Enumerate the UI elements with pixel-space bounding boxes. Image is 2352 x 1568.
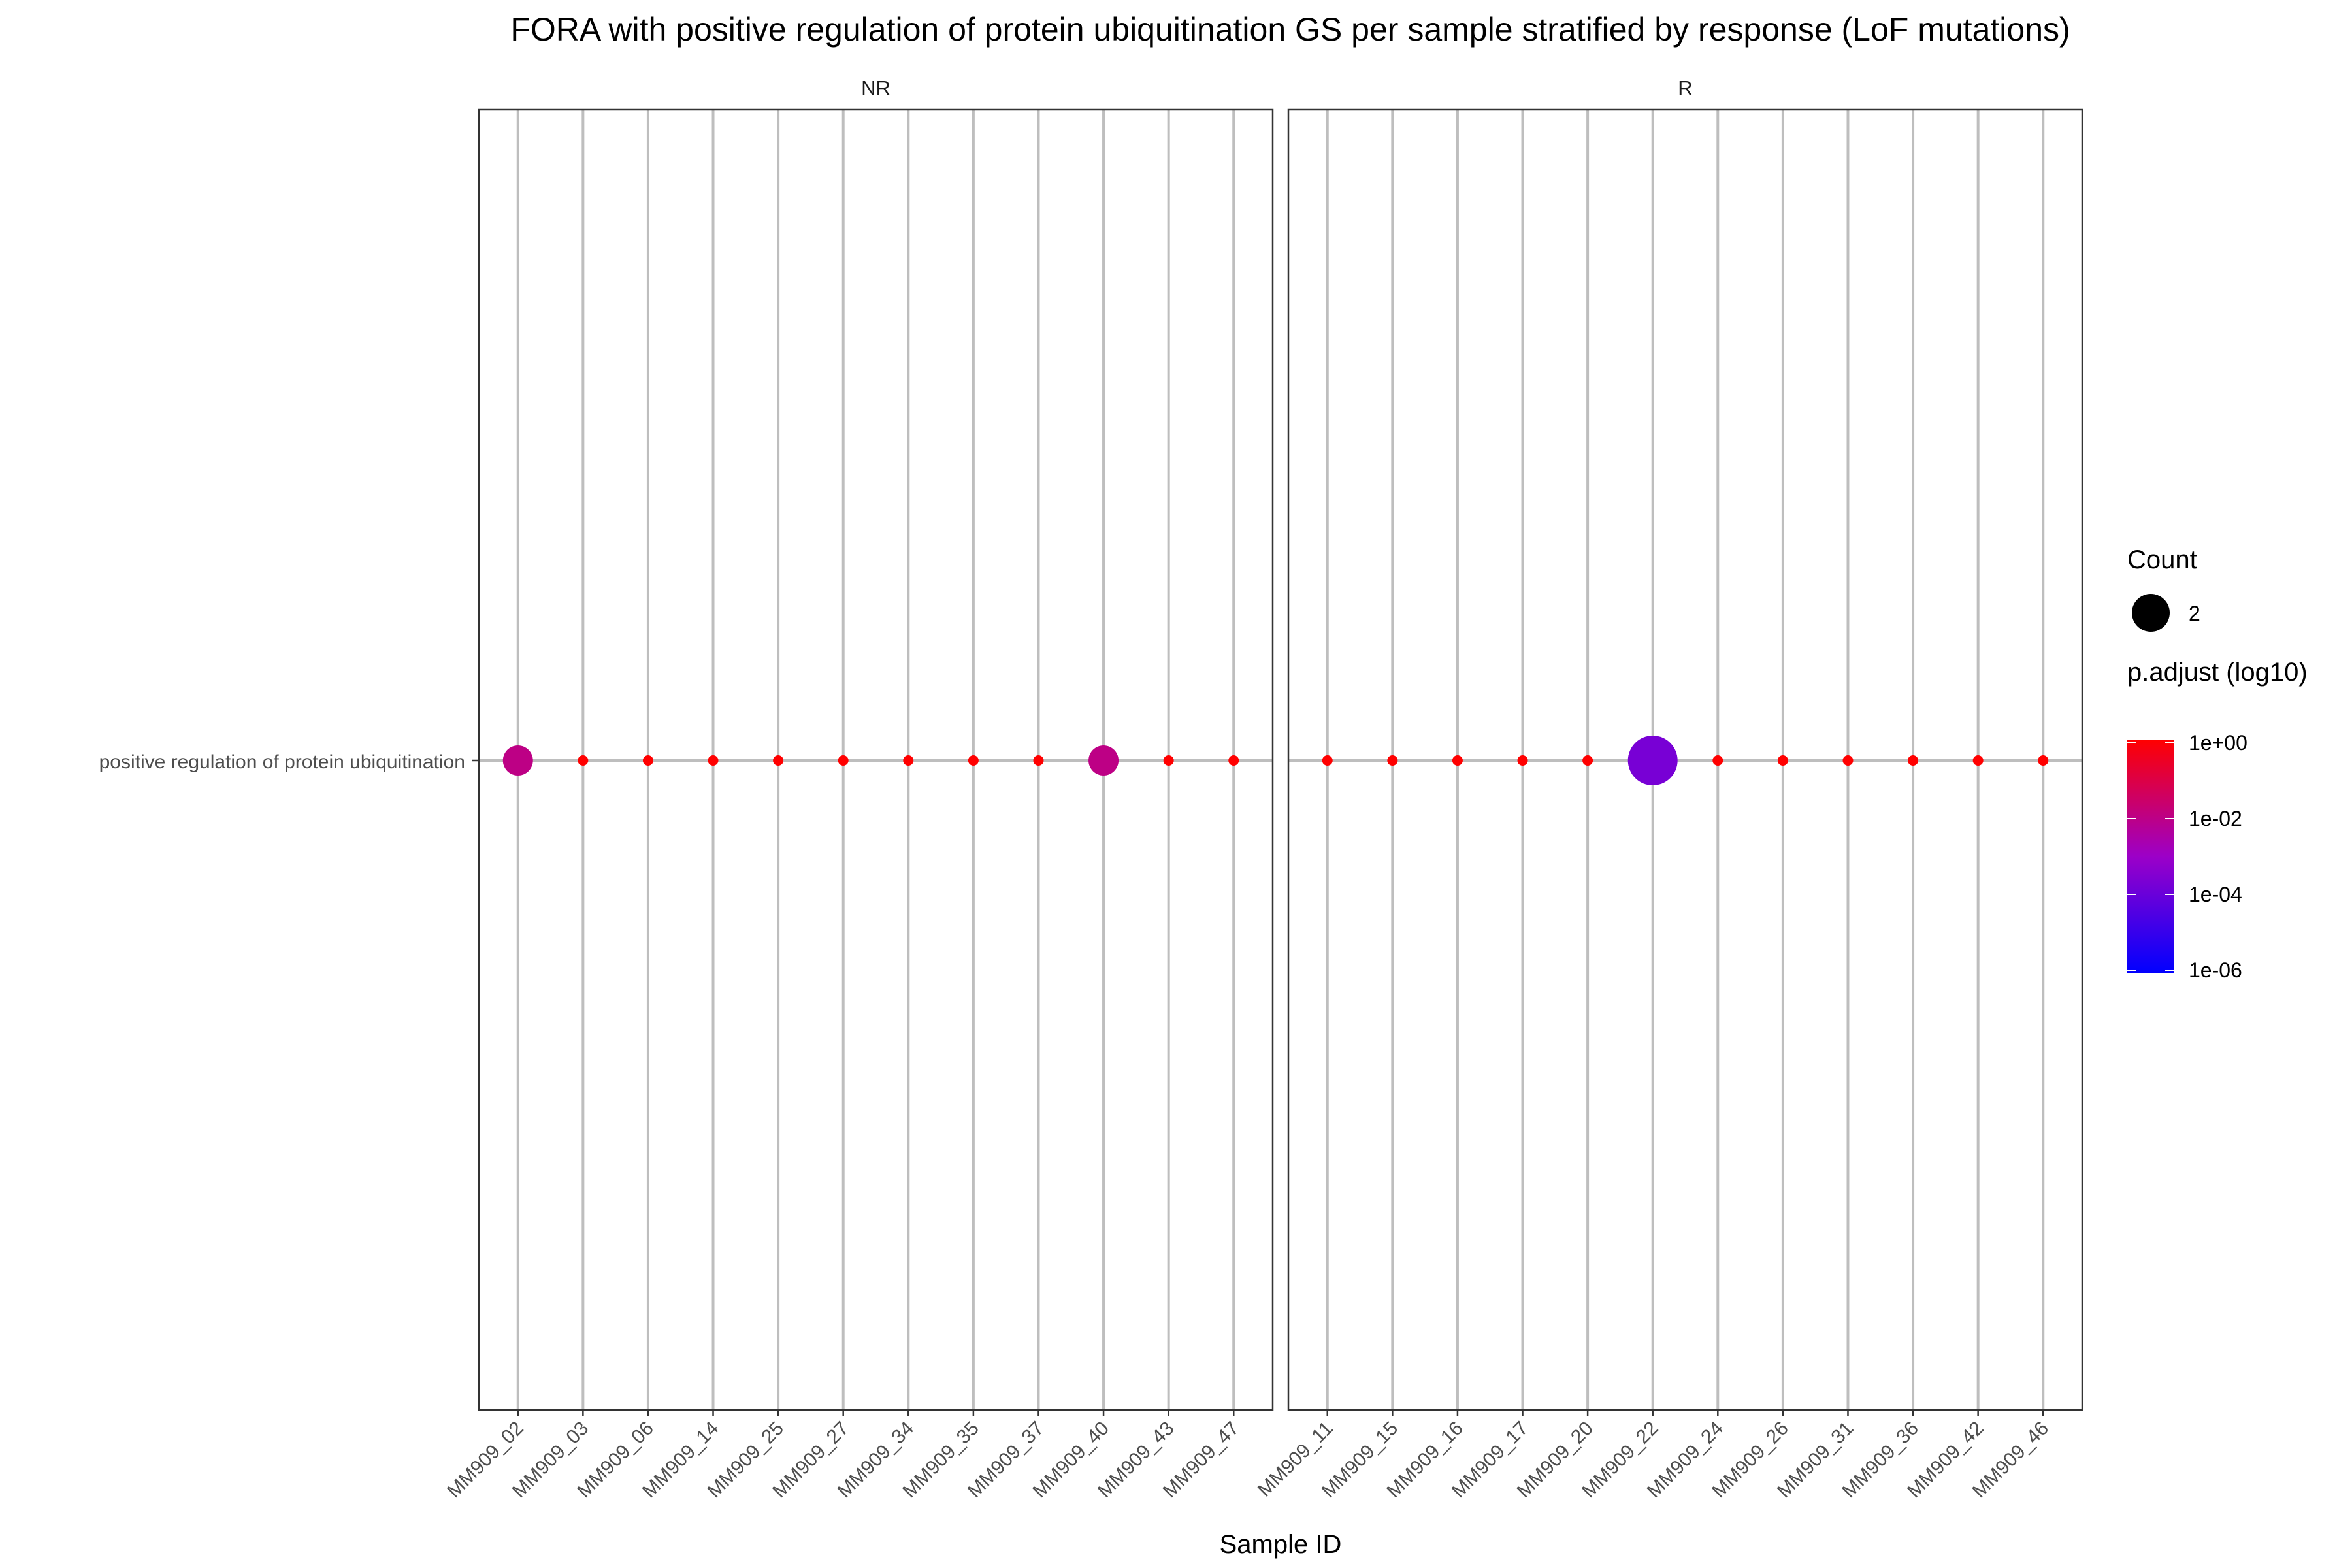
colorbar-tick-label: 1e-04 xyxy=(2189,883,2242,906)
colorbar-tick-label: 1e-02 xyxy=(2189,807,2242,830)
y-tick-label: positive regulation of protein ubiquitin… xyxy=(99,751,465,773)
data-point-MM909_06 xyxy=(642,755,653,766)
data-point-MM909_25 xyxy=(773,755,784,766)
data-point-MM909_40 xyxy=(1088,745,1119,776)
data-point-MM909_42 xyxy=(1972,755,1984,766)
data-point-MM909_27 xyxy=(838,755,849,766)
data-point-MM909_26 xyxy=(1777,755,1788,766)
colorbar-tick-label: 1e+00 xyxy=(2189,731,2247,755)
chart-title: FORA with positive regulation of protein… xyxy=(510,11,2070,48)
data-point-MM909_14 xyxy=(708,755,719,766)
legend-count-label: 2 xyxy=(2189,602,2200,625)
facet-panel-R: RMM909_11MM909_15MM909_16MM909_17MM909_2… xyxy=(1254,76,2083,1502)
legend-count-title: Count xyxy=(2127,546,2197,574)
data-point-MM909_16 xyxy=(1452,755,1463,766)
data-point-MM909_03 xyxy=(578,755,589,766)
data-point-MM909_11 xyxy=(1322,755,1333,766)
data-point-MM909_47 xyxy=(1228,755,1239,766)
legend: Count 2 p.adjust (log10) 1e+00 1e-02 1e-04… xyxy=(2127,546,2308,982)
panel-border xyxy=(1287,108,2083,1411)
x-axis-title: Sample ID xyxy=(1220,1530,1342,1559)
data-point-MM909_22 xyxy=(1627,736,1678,785)
facet-strip-label: R xyxy=(1678,76,1692,99)
data-point-MM909_17 xyxy=(1517,755,1528,766)
legend-padjust-title: p.adjust (log10) xyxy=(2127,658,2308,687)
data-point-MM909_15 xyxy=(1387,755,1398,766)
facet-panel-NR: NRMM909_02MM909_03MM909_06MM909_14MM909_… xyxy=(443,76,1274,1502)
data-point-MM909_34 xyxy=(903,755,914,766)
legend-colorbar xyxy=(2127,740,2174,973)
facet-strip-label: NR xyxy=(861,76,890,99)
data-point-MM909_24 xyxy=(1712,755,1723,766)
data-point-MM909_02 xyxy=(502,745,533,776)
data-point-MM909_37 xyxy=(1033,755,1044,766)
data-point-MM909_46 xyxy=(2038,755,2049,766)
data-point-MM909_43 xyxy=(1163,755,1174,766)
data-point-MM909_20 xyxy=(1582,755,1593,766)
data-point-MM909_35 xyxy=(968,755,979,766)
legend-count-key xyxy=(2132,594,2170,632)
data-point-MM909_36 xyxy=(1908,755,1919,766)
colorbar-tick-label: 1e-06 xyxy=(2189,958,2242,982)
data-point-MM909_31 xyxy=(1842,755,1854,766)
